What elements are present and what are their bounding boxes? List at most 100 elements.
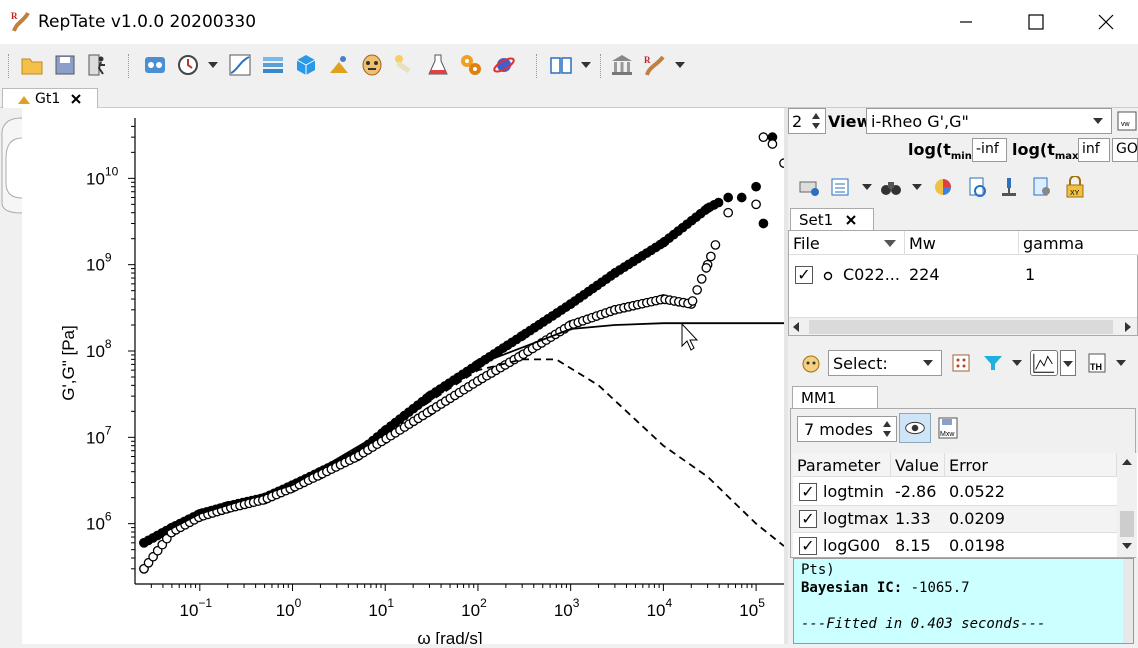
x-tick-label: 103 bbox=[554, 596, 580, 620]
new-application-icon[interactable] bbox=[143, 53, 167, 77]
binoculars-icon[interactable] bbox=[880, 176, 902, 198]
column-header-error[interactable]: Error bbox=[945, 453, 1117, 477]
plot-theory-icon[interactable] bbox=[1030, 350, 1058, 376]
close-button[interactable] bbox=[1094, 10, 1118, 34]
color-palette-icon[interactable] bbox=[932, 176, 954, 198]
close-tab-icon[interactable] bbox=[69, 92, 83, 106]
param-value[interactable]: 8.15 bbox=[895, 536, 931, 555]
tab-gt1-label: Gt1 bbox=[35, 91, 61, 107]
react-curve-icon[interactable] bbox=[228, 53, 252, 77]
spinner-arrows-icon[interactable] bbox=[809, 110, 823, 132]
scroll-left-icon[interactable] bbox=[793, 322, 799, 332]
main-toolbar: R bbox=[0, 44, 1138, 86]
cube-icon[interactable] bbox=[294, 53, 318, 77]
console-line: ---Fitted in 0.403 seconds--- bbox=[801, 616, 1046, 632]
file-settings-icon[interactable] bbox=[1031, 176, 1053, 198]
column-header-gamma[interactable]: gamma bbox=[1019, 231, 1138, 255]
scroll-down-icon[interactable] bbox=[1122, 543, 1132, 549]
output-console[interactable]: Pts) Bayesian IC: -1065.7 ---Fitted in 0… bbox=[793, 558, 1134, 644]
file-visible-checkbox[interactable]: ✓ bbox=[795, 266, 813, 284]
plot-canvas[interactable]: 10−1 100 101 102 103 104 105 106 107 108 109 1010 G… bbox=[22, 108, 789, 648]
gear-cluster-icon[interactable] bbox=[459, 53, 483, 77]
bone-icon[interactable] bbox=[393, 53, 417, 77]
plot-theory-dropdown[interactable] bbox=[1060, 350, 1076, 376]
funnel-icon[interactable] bbox=[982, 352, 1004, 374]
column-header-file[interactable]: File bbox=[789, 231, 905, 255]
table-row[interactable]: ✓ logtmin -2.86 0.0522 bbox=[793, 479, 1117, 506]
param-checkbox[interactable]: ✓ bbox=[799, 537, 817, 555]
th-dropdown-arrow[interactable] bbox=[1116, 360, 1126, 366]
vertical-tab-shapes[interactable] bbox=[0, 108, 23, 218]
console-scrollbar[interactable] bbox=[1123, 559, 1133, 643]
view-select[interactable]: i-Rheo G',G" bbox=[866, 108, 1112, 134]
eye-icon[interactable] bbox=[899, 413, 931, 443]
x-tick-exponent: 3 bbox=[573, 596, 580, 610]
column-header-parameter[interactable]: Parameter bbox=[793, 453, 891, 477]
chevron-down-icon bbox=[923, 360, 933, 366]
go-button[interactable]: GO bbox=[1112, 138, 1138, 162]
table-cell-gamma[interactable]: 1 bbox=[1025, 265, 1036, 284]
y-tick-exponent: 6 bbox=[105, 510, 112, 524]
scrollbar-thumb[interactable] bbox=[1120, 511, 1134, 537]
save-mxw-icon[interactable]: Mxw bbox=[937, 416, 959, 440]
tab-gt1[interactable]: Gt1 bbox=[2, 88, 98, 109]
console-line: Pts) bbox=[801, 562, 835, 578]
microscope-icon[interactable] bbox=[998, 176, 1020, 198]
tmin-input[interactable]: -inf bbox=[972, 138, 1007, 162]
history-dropdown-arrow[interactable] bbox=[208, 62, 218, 68]
table-cell-file[interactable]: C022... bbox=[843, 265, 900, 284]
funnel-dropdown-arrow[interactable] bbox=[1012, 360, 1022, 366]
sparkle-icon[interactable] bbox=[327, 53, 351, 77]
save-icon[interactable] bbox=[53, 53, 77, 77]
layers-icon[interactable] bbox=[261, 53, 285, 77]
save-view-icon[interactable]: vw bbox=[1116, 110, 1138, 132]
open-dataset-icon[interactable] bbox=[830, 176, 852, 198]
xy-lock-icon[interactable]: XY bbox=[1064, 176, 1086, 198]
scroll-up-icon[interactable] bbox=[1122, 459, 1132, 465]
spinner-arrows-icon[interactable] bbox=[880, 418, 894, 440]
sort-arrow-icon bbox=[884, 240, 896, 247]
manual-book-icon[interactable] bbox=[549, 53, 573, 77]
column-header-value[interactable]: Value bbox=[891, 453, 945, 477]
exit-runner-icon[interactable] bbox=[86, 53, 110, 77]
horizontal-scrollbar[interactable] bbox=[789, 317, 1137, 335]
param-checkbox[interactable]: ✓ bbox=[799, 510, 817, 528]
close-tab-icon[interactable] bbox=[845, 214, 857, 226]
open-folder-icon[interactable] bbox=[20, 53, 44, 77]
maximize-button[interactable] bbox=[1024, 10, 1048, 34]
theory-select[interactable]: Select: bbox=[828, 350, 942, 376]
panel-splitter[interactable] bbox=[784, 108, 788, 644]
param-checkbox[interactable]: ✓ bbox=[799, 483, 817, 501]
refresh-file-icon[interactable] bbox=[966, 176, 988, 198]
tab-mm1[interactable]: MM1 bbox=[792, 386, 878, 409]
new-dataset-icon[interactable] bbox=[798, 176, 820, 198]
flask-icon[interactable] bbox=[426, 53, 450, 77]
tab-set1[interactable]: Set1 bbox=[790, 208, 874, 231]
binoculars-dropdown-arrow[interactable] bbox=[912, 184, 922, 190]
storage-modulus-point bbox=[758, 218, 769, 229]
theory-face-icon[interactable] bbox=[800, 352, 822, 374]
scroll-right-icon[interactable] bbox=[1125, 322, 1131, 332]
param-value[interactable]: 1.33 bbox=[895, 509, 931, 528]
table-cell-mw[interactable]: 224 bbox=[909, 265, 940, 284]
history-dropdown-icon[interactable] bbox=[176, 53, 200, 77]
view-count-spinner[interactable]: 2 bbox=[788, 108, 826, 134]
vertical-scrollbar[interactable] bbox=[1117, 453, 1137, 557]
museum-icon[interactable] bbox=[610, 53, 634, 77]
table-row[interactable]: ✓ logtmax 1.33 0.0209 bbox=[793, 506, 1117, 533]
tmax-input[interactable]: inf bbox=[1078, 138, 1110, 162]
mask-icon[interactable] bbox=[360, 53, 384, 77]
open-dataset-dropdown-arrow[interactable] bbox=[862, 184, 872, 190]
modes-spinner[interactable]: 7 modes bbox=[797, 416, 897, 442]
manual-dropdown-arrow[interactable] bbox=[581, 62, 591, 68]
minimize-button[interactable] bbox=[954, 10, 978, 34]
reptate-logo-icon[interactable]: R bbox=[643, 53, 667, 77]
th-file-icon[interactable]: TH bbox=[1086, 352, 1108, 374]
table-row[interactable]: ✓ logG00 8.15 0.0198 bbox=[793, 533, 1117, 557]
grid-dots-icon[interactable] bbox=[950, 352, 972, 374]
logo-dropdown-arrow[interactable] bbox=[675, 62, 685, 68]
planet-icon[interactable] bbox=[492, 53, 516, 77]
scrollbar-thumb[interactable] bbox=[809, 320, 1113, 334]
column-header-mw[interactable]: Mw bbox=[905, 231, 1019, 255]
param-value[interactable]: -2.86 bbox=[895, 482, 937, 501]
